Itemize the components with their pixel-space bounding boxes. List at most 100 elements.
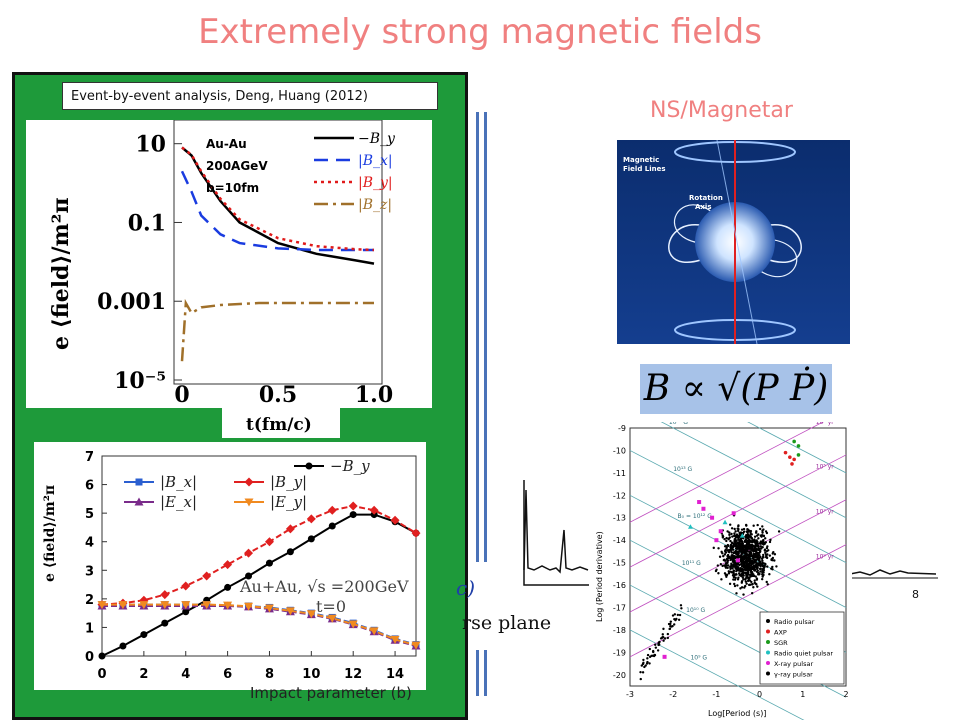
pulsar-point [740,539,743,543]
pulsar-point [669,620,673,623]
series-lines [97,501,421,660]
series-line [180,170,374,252]
pulsar-point [768,572,771,576]
annotation-impact: b=10fm [206,181,259,195]
pulsar-point [648,662,651,665]
pulsar-point [763,564,767,568]
data-point [135,478,143,486]
pulsar-point [741,532,744,535]
pulsar-point [761,555,765,559]
pulsar-point [752,550,755,553]
data-point [369,627,379,636]
pulsar-point [766,583,769,586]
pulsar-point [753,547,756,550]
pulsar-point [721,534,724,537]
x-tick-label: 1 [800,690,805,699]
y-axis-label: e ⟨field⟩/m²π [42,485,58,582]
series-line [101,504,417,606]
pulsar-point [761,525,764,528]
magnetar-point [796,453,801,457]
magnetar-point [783,450,788,455]
legend-label: −B_y [358,131,396,147]
pulsar-point [766,553,769,556]
y-tick-label: -14 [613,536,626,545]
pulsar-point [719,562,723,566]
pulsar-point [639,670,642,674]
pulsar-point [761,546,764,549]
pulsar-point [765,555,768,558]
pulsar-point [752,557,755,561]
x-tick-label: 0 [174,382,189,408]
magnetar-point [788,455,792,459]
pulsar-point [761,562,764,566]
legend-marker [766,671,770,676]
x-tick-label: 1.0 [355,382,393,408]
pulsar-point [746,527,749,531]
field-line [629,629,805,720]
pulsar-point [749,559,753,562]
data-point [305,462,313,470]
pulsar-point [729,539,732,543]
pulsar-point [748,538,751,541]
divider-line-right [484,112,487,562]
pulsar-point [646,653,650,657]
magnetar-point [792,439,796,444]
x-tick-label: 2 [843,690,848,699]
x-tick-labels: 0 0.5 1.0 [174,382,393,408]
pulsar-point [760,533,764,537]
pulsar-point [762,538,765,542]
y-tick-label: 10⁻⁵ [114,368,166,394]
pulsar-point [675,617,678,621]
pulsar-point [745,568,749,572]
pulsar-point [742,527,746,531]
pulsar-point [742,593,745,596]
pulsar-point [763,548,767,551]
pulsar-point [732,551,736,554]
pulsar-point [756,544,759,548]
pulsar-point [744,578,747,581]
data-point [369,505,379,515]
pulsar-point [741,576,745,579]
pulsar-point [732,569,735,573]
pulsar-point [658,643,661,646]
y-tick-label: 2 [85,593,94,608]
data-point [202,601,212,610]
x-tick-label: 4 [181,667,190,682]
plot-frame [101,455,417,657]
pulsar-point [746,576,750,579]
pulsar-point [749,531,752,535]
xlabel-background [222,408,340,438]
y-axis-label: Log (Period derivative) [595,531,604,622]
pulsar-point [761,531,764,534]
pulsar-point [772,550,775,554]
x-tick-label: 6 [223,667,232,682]
pulsar-point [733,563,737,566]
pulsar-point [755,534,759,537]
pulsar-point [725,564,729,567]
spectrum-fragment-right: 8 [850,569,938,601]
pulsar-point [715,568,718,571]
xray-pulsar-point [701,506,706,511]
svg-text:Magnetic: Magnetic [623,156,659,164]
pulsar-point [641,662,645,666]
age-line-label: 10³ yr [816,422,834,426]
overlay-text-c: c) [456,576,476,600]
x-tick-label: 0.5 [259,382,297,408]
pulsar-point [738,535,741,538]
pulsar-point [758,542,762,545]
pulsar-point [764,537,767,540]
pulsar-point [765,546,769,550]
data-point [265,559,273,567]
pulsar-point [740,581,744,584]
pulsar-point [739,567,742,570]
data-point [264,537,274,547]
pulsar-point [746,563,749,566]
pulsar-point [753,539,756,543]
pulsar-point [746,547,749,551]
pulsar-point [740,528,744,531]
legend-label: |B_x| [160,473,197,491]
data-point [223,601,233,610]
pulsar-point [736,584,739,587]
pulsar-point [725,573,729,577]
pulsar-point [759,560,762,563]
